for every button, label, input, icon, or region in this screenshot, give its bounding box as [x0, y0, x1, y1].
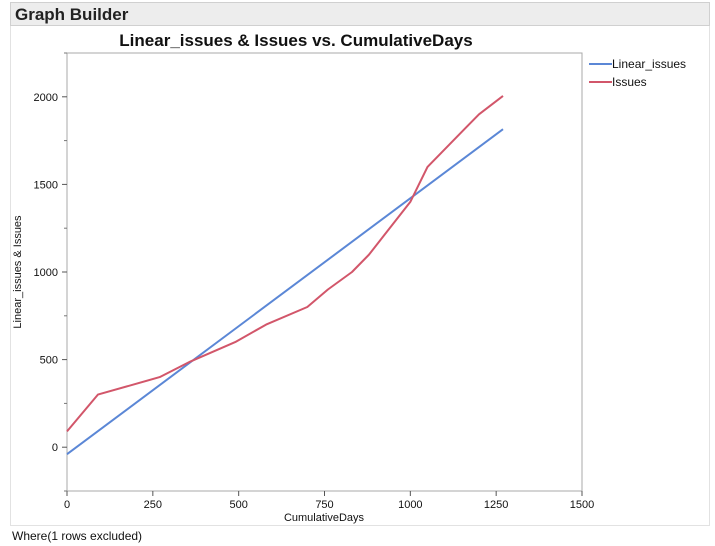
x-tick-label: 500	[229, 499, 247, 511]
legend-label: Issues	[612, 75, 647, 89]
x-tick-label: 1250	[484, 499, 508, 511]
legend-label: Linear_issues	[612, 57, 686, 71]
x-tick-label: 1000	[398, 499, 422, 511]
y-tick-label: 1500	[34, 179, 58, 191]
series-lines	[66, 95, 504, 456]
series-line-issues	[66, 95, 504, 433]
panel-title: Graph Builder	[15, 5, 129, 24]
x-axis-label: CumulativeDays	[284, 512, 365, 524]
plot-frame	[66, 52, 583, 492]
axis-ticks: 0 250 500 750 1000 1250 1500 0 500 1000 1500 2000	[34, 52, 594, 511]
exclusion-note: Where(1 rows excluded)	[12, 529, 143, 543]
x-tick-label: 0	[64, 499, 70, 511]
legend: Linear_issues Issues	[589, 57, 686, 89]
chart-title: Linear_issues & Issues vs. CumulativeDay…	[119, 31, 472, 50]
y-tick-label: 0	[52, 442, 58, 454]
x-tick-label: 1500	[570, 499, 594, 511]
y-tick-label: 2000	[34, 92, 58, 104]
y-tick-label: 1000	[34, 267, 58, 279]
y-tick-label: 500	[40, 355, 58, 367]
x-tick-label: 750	[315, 499, 333, 511]
x-tick-label: 250	[144, 499, 162, 511]
y-axis-label: Linear_issues & Issues	[12, 215, 24, 329]
graph-builder-header: Graph Builder	[10, 2, 710, 26]
series-line-linear-issues	[66, 128, 504, 456]
graph-builder-panel	[10, 26, 710, 526]
